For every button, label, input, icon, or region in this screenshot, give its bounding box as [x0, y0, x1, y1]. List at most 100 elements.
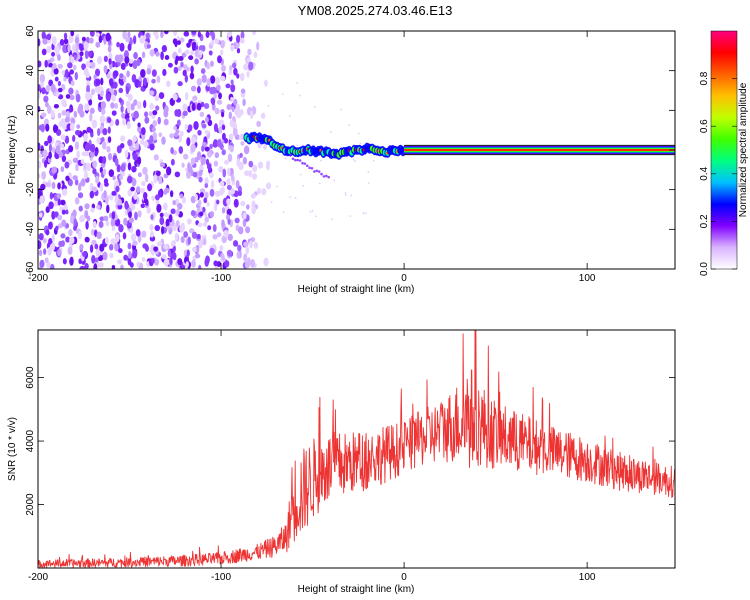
- heatmap-noise-cell: [359, 142, 362, 145]
- heatmap-noise-cell: [106, 73, 110, 79]
- heatmap-xtick-label: 100: [579, 273, 596, 284]
- heatmap-noise-cell: [197, 31, 202, 38]
- heatmap-noise-cell: [96, 56, 103, 65]
- heatmap-noise-cell: [117, 203, 123, 210]
- figure-title: YM08.2025.274.03.46.E13: [298, 3, 453, 18]
- heatmap-noise-cell: [88, 37, 94, 44]
- heatmap-noise-cell: [353, 160, 356, 162]
- heatmap-noise-cell: [137, 122, 141, 128]
- heatmap-noise-cell: [119, 79, 125, 86]
- heatmap-noise-cell: [127, 139, 133, 147]
- heatmap-noise-cell: [178, 146, 184, 154]
- heatmap-noise-cell: [76, 150, 80, 160]
- heatmap-noise-cell: [177, 258, 183, 266]
- heatmap-noise-cell: [209, 188, 215, 197]
- heatmap-noise-cell: [204, 258, 209, 267]
- heatmap-noise-cell: [214, 265, 219, 269]
- heatmap-noise-cell: [61, 219, 67, 227]
- heatmap-noise-cell: [159, 212, 164, 218]
- heatmap-noise-cell: [127, 31, 131, 38]
- heatmap-xtick-label: -100: [211, 273, 231, 284]
- heatmap-noise-cell: [212, 224, 217, 232]
- heatmap-noise-cell: [105, 196, 109, 205]
- colorbar-tick-label: 0.2: [699, 214, 710, 228]
- heatmap-noise-cell: [220, 111, 225, 118]
- heatmap-noise-cell: [118, 224, 124, 233]
- heatmap-noise-cell: [242, 156, 247, 165]
- heatmap-noise-cell: [39, 259, 45, 269]
- heatmap-noise-cell: [243, 145, 250, 155]
- heatmap-noise-cell: [309, 211, 312, 213]
- snr-xtick-label: 100: [579, 572, 596, 583]
- heatmap-noise-cell: [243, 241, 249, 247]
- heatmap-noise-cell: [95, 175, 100, 185]
- heatmap-noise-cell: [210, 60, 214, 67]
- heatmap-noise-cell: [232, 62, 237, 69]
- heatmap-noise-cell: [114, 158, 119, 167]
- heatmap-noise-cell: [197, 239, 204, 249]
- heatmap-noise-cell: [206, 62, 210, 69]
- heatmap-noise-cell: [352, 158, 355, 161]
- heatmap-noise-cell: [141, 181, 146, 187]
- heatmap-noise-cell: [99, 262, 104, 268]
- heatmap-noise-cell: [238, 134, 245, 140]
- heatmap-transition-cell: [294, 158, 297, 162]
- heatmap-noise-cell: [261, 188, 267, 196]
- heatmap-noise-cell: [260, 112, 266, 119]
- heatmap-noise-cell: [236, 158, 241, 168]
- heatmap-noise-cell: [128, 217, 134, 224]
- heatmap-noise-cell: [47, 221, 53, 230]
- heatmap-noise-cell: [144, 173, 149, 183]
- heatmap-noise-cell: [119, 174, 124, 181]
- heatmap-noise-cell: [60, 166, 65, 173]
- heatmap-noise-cell: [149, 90, 155, 96]
- heatmap-noise-cell: [69, 122, 75, 132]
- heatmap-noise-cell: [92, 220, 97, 229]
- heatmap-noise-cell: [91, 119, 98, 129]
- heatmap-noise-cell: [372, 159, 375, 162]
- heatmap-noise-cell: [152, 119, 158, 127]
- heatmap-noise-cell: [42, 149, 48, 158]
- heatmap-noise-cell: [245, 246, 250, 255]
- heatmap-noise-cell: [45, 206, 50, 213]
- heatmap-noise-cell: [132, 35, 137, 45]
- heatmap-noise-cell: [38, 232, 44, 241]
- snr-series-line: [38, 330, 675, 568]
- heatmap-noise-cell: [38, 173, 41, 179]
- heatmap-noise-cell: [107, 126, 111, 134]
- heatmap-noise-cell: [191, 231, 198, 239]
- heatmap-noise-cell: [114, 102, 118, 109]
- heatmap-noise-cell: [51, 51, 56, 57]
- heatmap-noise-cell: [177, 202, 183, 210]
- heatmap-noise-cell: [78, 205, 83, 212]
- heatmap-noise-cell: [281, 93, 284, 96]
- heatmap-noise-cell: [184, 66, 190, 72]
- heatmap-noise-cell: [184, 49, 190, 55]
- heatmap-noise-cell: [57, 63, 63, 69]
- heatmap-noise-cell: [163, 118, 169, 126]
- heatmap-noise-cell: [83, 41, 89, 51]
- heatmap-noise-cell: [194, 193, 198, 202]
- heatmap-noise-cell: [219, 49, 224, 56]
- heatmap-noise-cell: [132, 249, 138, 259]
- heatmap-noise-cell: [84, 236, 90, 243]
- heatmap-noise-cell: [135, 142, 140, 150]
- heatmap-noise-cell: [200, 68, 206, 75]
- heatmap-noise-cell: [207, 119, 213, 127]
- heatmap-noise-cell: [53, 200, 59, 207]
- heatmap-noise-cell: [240, 141, 245, 146]
- heatmap-noise-cell: [187, 236, 191, 245]
- heatmap-noise-cell: [65, 209, 69, 215]
- heatmap-noise-cell: [151, 78, 156, 84]
- heatmap-noise-cell: [289, 196, 292, 199]
- heatmap-noise-cell: [365, 212, 367, 214]
- heatmap-noise-cell: [108, 243, 114, 251]
- heatmap-noise-cell: [151, 126, 156, 133]
- heatmap-noise-cell: [94, 86, 100, 93]
- heatmap-noise-cell: [227, 167, 231, 177]
- heatmap-noise-cell: [215, 76, 220, 86]
- heatmap-noise-cell: [95, 78, 101, 87]
- heatmap-transition-cell: [315, 169, 319, 173]
- snr-ylabel: SNR (10 * v/v): [7, 417, 18, 481]
- heatmap-noise-cell: [89, 190, 95, 199]
